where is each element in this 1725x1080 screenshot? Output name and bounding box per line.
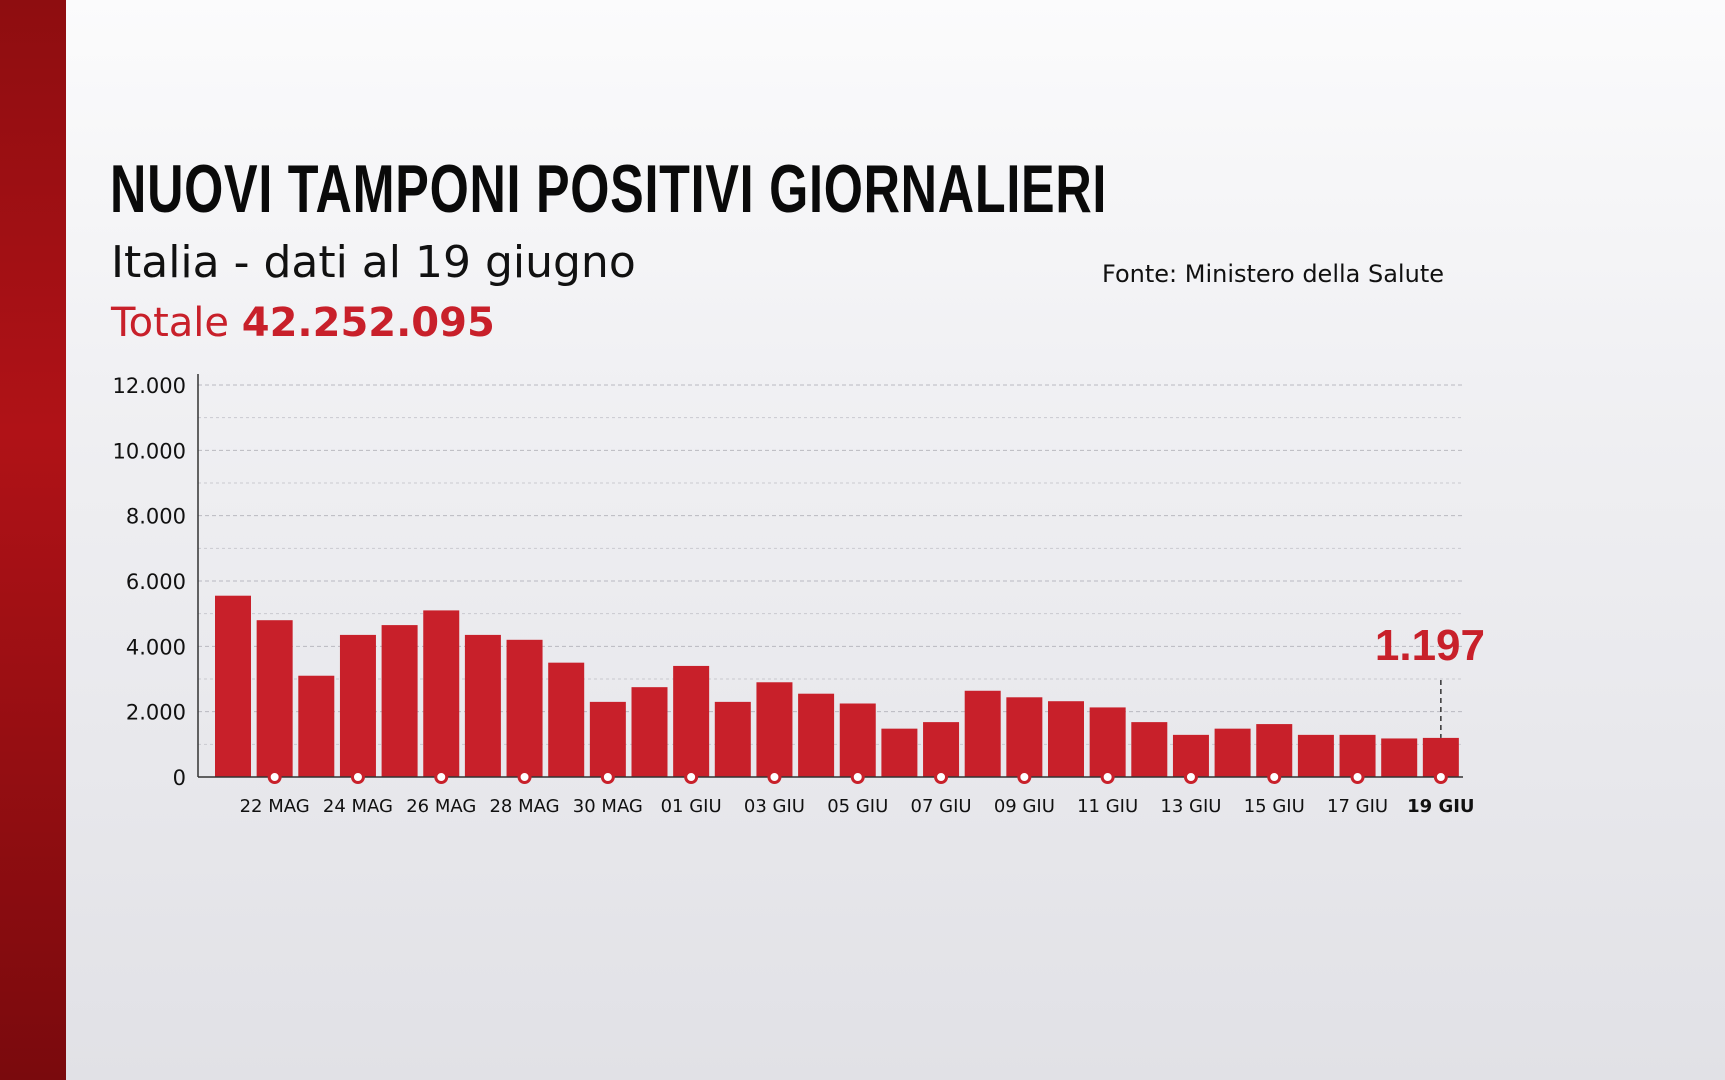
x-tick-label: 24 MAG	[323, 796, 393, 817]
bar	[339, 634, 376, 777]
x-tick-label: 22 MAG	[240, 796, 310, 817]
x-tick-label: 03 GIU	[744, 796, 805, 817]
highlight-value-label: 1.197	[1375, 621, 1485, 670]
bar	[215, 595, 251, 777]
y-tick-label: 12.000	[113, 374, 186, 398]
bar	[1339, 734, 1376, 777]
y-tick-label: 10.000	[113, 439, 186, 463]
x-tick-label: 05 GIU	[827, 796, 888, 817]
x-tick-marker	[600, 770, 615, 784]
x-tick-label: 09 GIU	[994, 796, 1055, 817]
x-tick-label: 15 GIU	[1244, 796, 1305, 817]
total-line: Totale 42.252.095	[111, 300, 495, 346]
bar	[1256, 724, 1293, 777]
bar	[1381, 738, 1418, 777]
bar	[1131, 722, 1168, 777]
side-accent-strip	[0, 0, 66, 1080]
total-label: Totale	[111, 300, 230, 346]
bar	[673, 665, 710, 777]
x-tick-marker	[1100, 770, 1115, 784]
x-tick-marker	[517, 770, 532, 784]
x-tick-marker	[1350, 770, 1365, 784]
x-tick-marker	[1267, 770, 1282, 784]
x-tick-label: 30 MAG	[573, 796, 643, 817]
bar	[881, 728, 918, 777]
bar	[298, 675, 335, 777]
x-tick-marker	[1183, 770, 1198, 784]
y-tick-label: 0	[173, 766, 186, 790]
bar	[1048, 701, 1084, 777]
x-tick-marker	[434, 770, 449, 784]
bar	[631, 687, 668, 777]
x-tick-label: 26 MAG	[406, 796, 476, 817]
x-tick-label: 01 GIU	[661, 796, 722, 817]
data-source: Fonte: Ministero della Salute	[1102, 260, 1444, 288]
x-tick-marker	[1017, 770, 1032, 784]
bar	[464, 634, 501, 777]
x-tick-label: 19 GIU	[1407, 796, 1474, 817]
bar	[256, 620, 293, 777]
bar	[589, 701, 626, 777]
x-tick-marker	[1433, 770, 1448, 784]
total-value: 42.252.095	[241, 300, 495, 346]
bar	[923, 722, 960, 777]
bar	[1214, 728, 1251, 777]
x-tick-marker	[267, 770, 282, 784]
x-tick-marker	[850, 770, 865, 784]
x-tick-label: 17 GIU	[1327, 796, 1388, 817]
x-tick-label: 13 GIU	[1160, 796, 1221, 817]
y-tick-label: 6.000	[126, 570, 186, 594]
y-tick-label: 4.000	[126, 635, 186, 659]
x-tick-marker	[767, 770, 782, 784]
bar	[548, 662, 585, 777]
bar	[714, 701, 751, 777]
chart-title: NUOVI TAMPONI POSITIVI GIORNALIERI	[110, 151, 1108, 227]
bar	[756, 682, 793, 777]
x-tick-label: 11 GIU	[1077, 796, 1138, 817]
bar	[1006, 697, 1043, 777]
chart-subtitle: Italia - dati al 19 giugno	[111, 237, 636, 288]
bar	[1172, 734, 1209, 777]
y-tick-label: 2.000	[126, 701, 186, 725]
bar	[798, 693, 835, 777]
bar	[964, 690, 1001, 777]
y-tick-label: 8.000	[126, 505, 186, 529]
bar	[381, 625, 418, 777]
x-tick-label: 07 GIU	[911, 796, 972, 817]
bar	[1089, 707, 1126, 777]
bar	[506, 639, 543, 777]
bar	[1297, 734, 1334, 777]
x-tick-marker	[934, 770, 949, 784]
bar	[423, 610, 460, 777]
x-tick-marker	[684, 770, 699, 784]
x-tick-label: 28 MAG	[489, 796, 559, 817]
x-tick-marker	[350, 770, 365, 784]
bar	[839, 703, 876, 777]
